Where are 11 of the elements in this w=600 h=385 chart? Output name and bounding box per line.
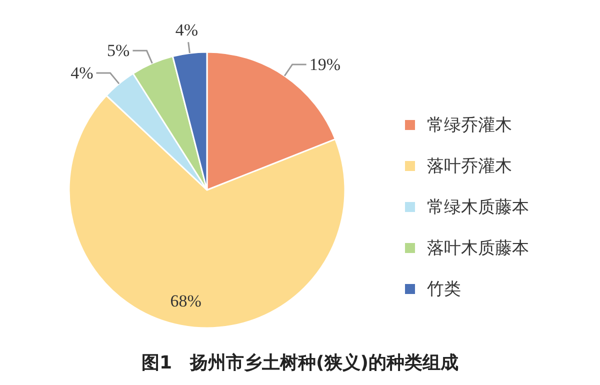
data-label: 68% — [170, 292, 202, 311]
data-label: 4% — [175, 20, 198, 40]
legend-label: 竹类 — [427, 280, 461, 298]
legend-label: 常绿木质藤本 — [427, 198, 529, 216]
text: 图1 扬州市乡土树种(狭义)的种类组成 — [142, 352, 458, 374]
legend-label: 常绿乔灌木 — [427, 116, 512, 134]
legend-label: 落叶木质藤本 — [427, 238, 529, 258]
data-label: 4% — [70, 64, 94, 83]
legend-label: 落叶乔灌木 — [427, 156, 512, 176]
data-label: 5% — [107, 41, 130, 60]
data-label: 19% — [309, 54, 340, 74]
